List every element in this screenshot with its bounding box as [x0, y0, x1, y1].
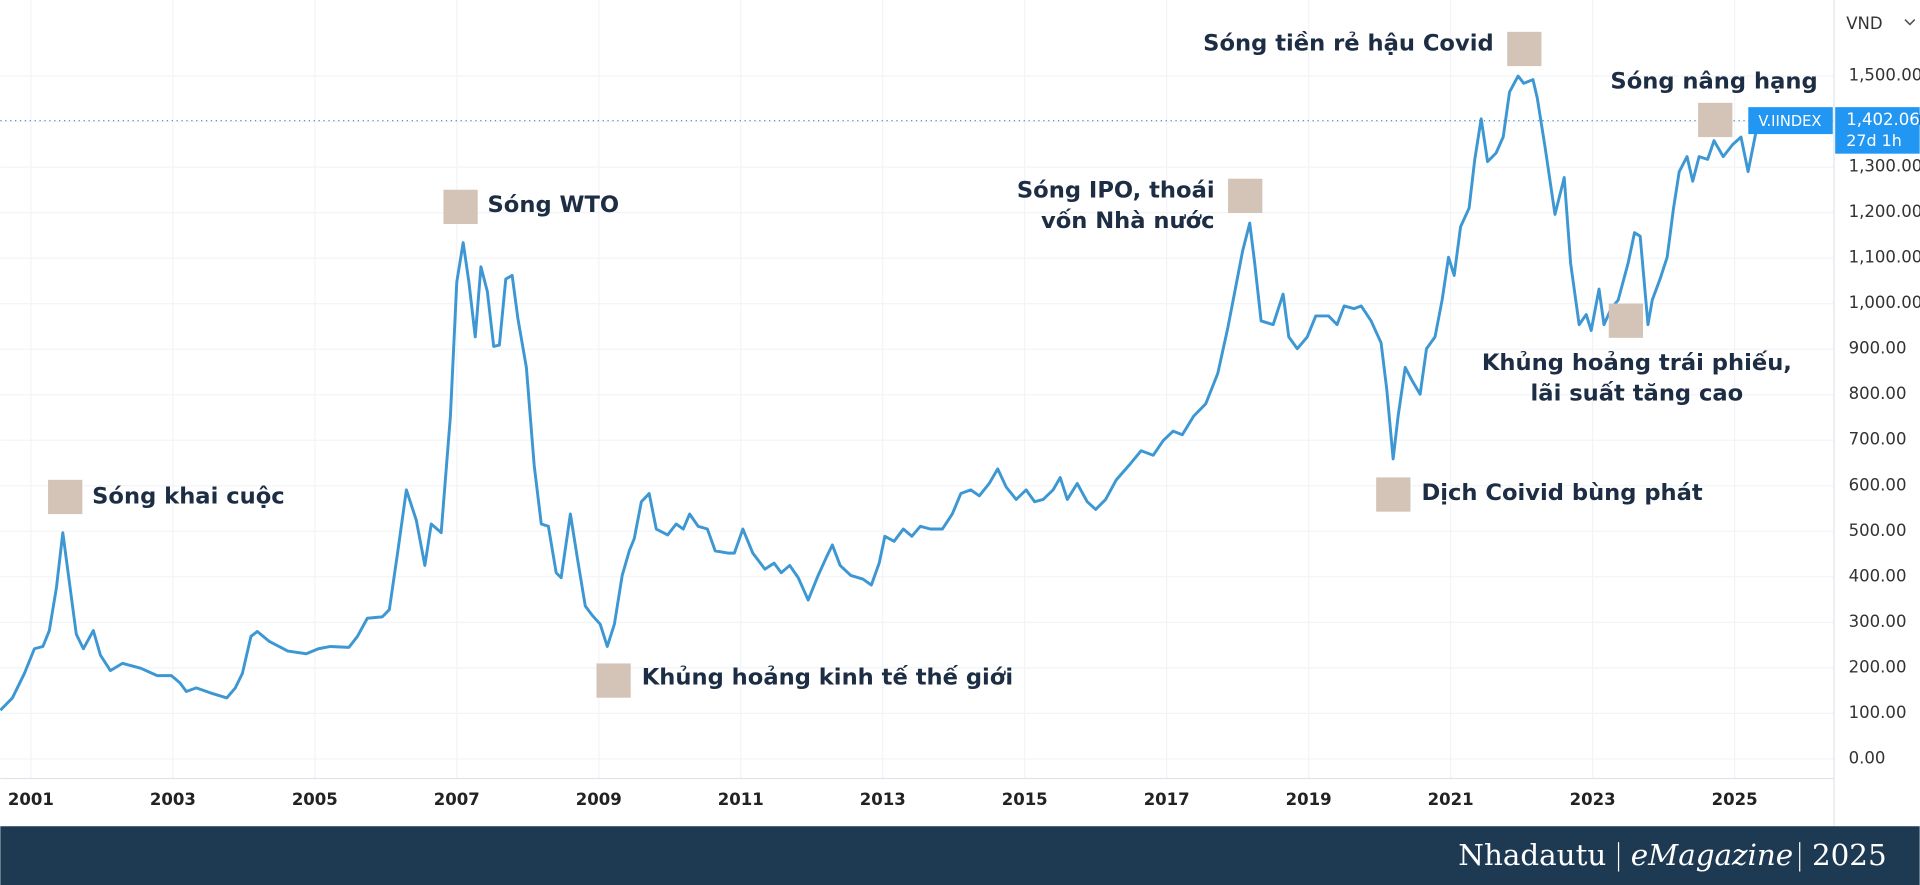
- x-tick-label: 2007: [434, 790, 480, 809]
- y-tick-label: 300.00: [1849, 612, 1907, 631]
- y-tick-label: 1,100.00: [1849, 248, 1920, 267]
- x-tick-label: 2023: [1570, 790, 1616, 809]
- y-tick-label: 1,000.00: [1849, 293, 1920, 312]
- annotation-marker: [1608, 303, 1644, 338]
- y-tick-label: 400.00: [1849, 566, 1907, 585]
- annotation-text: Sóng khai cuộc: [92, 483, 285, 509]
- price-line: [0, 74, 1771, 712]
- y-tick-label: 800.00: [1849, 384, 1907, 403]
- x-tick-label: 2009: [576, 790, 622, 809]
- price-tag: [1835, 107, 1920, 154]
- x-tick-label: 2003: [150, 790, 196, 809]
- annotation-marker: [1376, 477, 1411, 512]
- y-tick-label: 1,500.00: [1849, 66, 1920, 85]
- currency-dropdown-icon[interactable]: [1904, 19, 1916, 26]
- annotation-text: Khủng hoảng trái phiếu,: [1482, 349, 1792, 376]
- series-tag: [1748, 107, 1833, 135]
- annotation-text: Sóng tiền rẻ hậu Covid: [1203, 30, 1494, 57]
- y-tick-label: 200.00: [1849, 657, 1907, 676]
- x-tick-label: 2005: [292, 790, 338, 809]
- annotation-text: Khủng hoảng kinh tế thế giới: [642, 664, 1013, 691]
- annotation-text: lãi suất tăng cao: [1531, 380, 1744, 407]
- annotation-marker: [596, 663, 631, 698]
- x-tick-label: 2001: [8, 790, 54, 809]
- annotation-text: Sóng IPO, thoái: [1017, 177, 1215, 203]
- series-tag-label: V.IINDEX: [1758, 113, 1821, 130]
- footer-brand: Nhadautu: [1458, 838, 1606, 872]
- annotation-marker: [1507, 31, 1542, 67]
- y-tick-label: 1,300.00: [1849, 157, 1920, 176]
- x-tick-label: 2025: [1712, 790, 1758, 809]
- x-tick-label: 2019: [1286, 790, 1332, 809]
- currency-label[interactable]: VND: [1846, 14, 1882, 33]
- y-tick-label: 900.00: [1849, 339, 1907, 358]
- x-tick-label: 2013: [860, 790, 906, 809]
- annotation-marker: [1698, 102, 1733, 138]
- y-tick-label: 0.00: [1849, 748, 1886, 767]
- x-tick-label: 2011: [718, 790, 764, 809]
- annotation-marker: [1228, 178, 1263, 213]
- annotation-text: Dịch Coivid bùng phát: [1421, 480, 1702, 506]
- x-tick-label: 2017: [1144, 790, 1190, 809]
- price-tag-countdown: 27d 1h: [1846, 131, 1902, 150]
- x-tick-label: 2021: [1428, 790, 1474, 809]
- footer-year: 2025: [1812, 838, 1887, 872]
- y-tick-label: 1,200.00: [1849, 202, 1920, 221]
- y-tick-label: 100.00: [1849, 703, 1907, 722]
- price-tag-value: 1,402.06: [1846, 110, 1920, 129]
- annotation-marker: [48, 479, 83, 515]
- y-tick-label: 700.00: [1849, 430, 1907, 449]
- grid: [0, 0, 1834, 779]
- footer-band: [0, 826, 1920, 885]
- footer-product: eMagazine: [1631, 838, 1793, 872]
- y-tick-label: 600.00: [1849, 475, 1907, 494]
- x-tick-label: 2015: [1002, 790, 1048, 809]
- y-tick-label: 500.00: [1849, 521, 1907, 540]
- annotation-marker: [443, 189, 478, 225]
- annotation-text: vốn Nhà nước: [1041, 207, 1215, 234]
- annotation-text: Sóng WTO: [488, 192, 620, 218]
- annotation-text: Sóng nâng hạng: [1610, 69, 1817, 95]
